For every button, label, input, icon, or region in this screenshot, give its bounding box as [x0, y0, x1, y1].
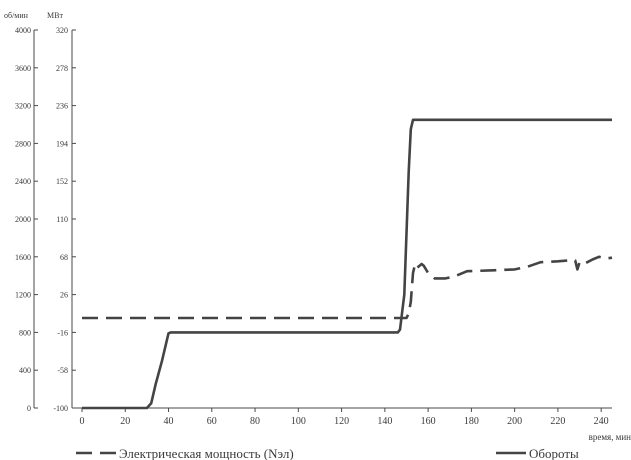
- left-tick-label: 400: [19, 366, 31, 375]
- legend: Электрическая мощность (Nэл) Обороты: [76, 446, 579, 460]
- x-tick-label: 0: [80, 416, 85, 427]
- legend-label-rpm: Обороты: [529, 446, 579, 460]
- x-tick-label: 40: [164, 416, 174, 427]
- right-tick-label: 236: [56, 102, 68, 111]
- x-tick-label: 60: [207, 416, 217, 427]
- right-tick-label: -16: [57, 328, 68, 337]
- x-tick-label: 160: [421, 416, 436, 427]
- legend-label-power: Электрическая мощность (Nэл): [119, 446, 294, 460]
- right-tick-label: 194: [56, 139, 68, 148]
- series-layer: [82, 118, 613, 410]
- left-tick-label: 2800: [15, 139, 31, 148]
- x-tick-label: 240: [594, 416, 609, 427]
- left-tick-label: 2000: [15, 215, 31, 224]
- right-tick-label: -100: [53, 404, 68, 413]
- series-line-rpm: [82, 118, 612, 410]
- right-tick-label: 68: [60, 253, 68, 262]
- right-tick-label: 278: [56, 64, 68, 73]
- right-tick-label: -58: [57, 366, 68, 375]
- x-tick-label: 20: [120, 416, 130, 427]
- left-tick-label: 2400: [15, 177, 31, 186]
- x-tick-label: 200: [507, 416, 522, 427]
- left-axis-ticks: 0 400 800 1200 1600 2000 2400 2800 3200 3600 4000: [15, 26, 38, 413]
- left-tick-label: 3200: [15, 102, 31, 111]
- left-tick-label: 4000: [15, 26, 31, 35]
- right-axis-ticks: -100 -58 -16 26 68 110 152 194 236 278 320: [53, 26, 76, 413]
- x-tick-label: 180: [464, 416, 479, 427]
- right-tick-label: 320: [56, 26, 68, 35]
- left-tick-label: 0: [27, 404, 31, 413]
- right-tick-label: 110: [56, 215, 68, 224]
- plot-axes: [33, 30, 612, 409]
- x-tick-label: 80: [250, 416, 260, 427]
- left-axis-unit: об/мин: [4, 11, 29, 20]
- x-tick-label: 140: [377, 416, 392, 427]
- x-tick-label: 100: [291, 416, 306, 427]
- series-line-power: [82, 255, 613, 320]
- left-tick-label: 3600: [15, 64, 31, 73]
- x-tick-label: 220: [550, 416, 565, 427]
- left-tick-label: 1200: [15, 291, 31, 300]
- right-axis-unit: МВт: [47, 11, 63, 20]
- left-tick-label: 1600: [15, 253, 31, 262]
- left-tick-label: 800: [19, 328, 31, 337]
- x-tick-label: 120: [334, 416, 349, 427]
- x-axis-label: время, мин: [589, 432, 631, 442]
- right-tick-label: 26: [60, 291, 68, 300]
- x-axis-ticks: 0 20 40 60 80 100 120 140 160 180 200 220 240: [80, 408, 609, 427]
- right-tick-label: 152: [56, 177, 68, 186]
